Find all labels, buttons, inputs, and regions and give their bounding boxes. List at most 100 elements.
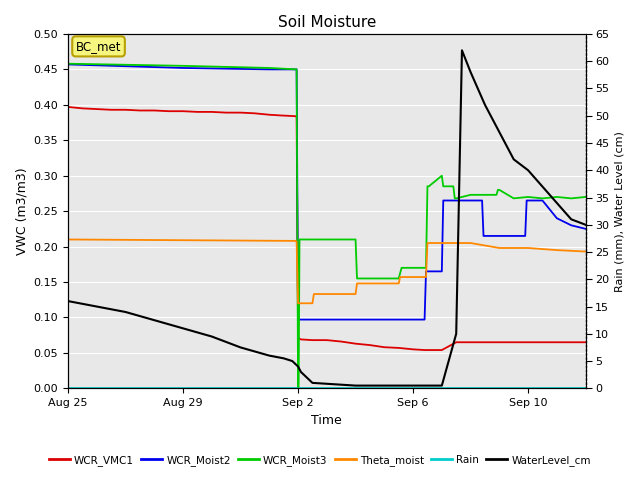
Text: BC_met: BC_met: [76, 40, 122, 53]
WaterLevel_cm: [179, 325, 187, 331]
WCR_VMC1: [409, 347, 417, 352]
WCR_VMC1: [179, 108, 187, 114]
WCR_VMC1: [136, 108, 144, 113]
WCR_Moist2: [467, 198, 474, 204]
WCR_Moist3: [568, 195, 575, 201]
WCR_Moist2: [478, 198, 486, 204]
WCR_Moist3: [295, 384, 303, 390]
WCR_Moist2: [64, 61, 72, 67]
WaterLevel_cm: [208, 334, 216, 339]
WCR_Moist3: [296, 237, 303, 242]
WCR_Moist2: [553, 216, 561, 221]
WCR_Moist3: [582, 194, 589, 200]
Y-axis label: VWC (m3/m3): VWC (m3/m3): [15, 168, 28, 255]
WaterLevel_cm: [539, 184, 547, 190]
Theta_moist: [524, 245, 532, 251]
WCR_VMC1: [420, 347, 428, 353]
WCR_Moist3: [392, 276, 399, 281]
WCR_Moist3: [553, 194, 561, 200]
Theta_moist: [553, 247, 561, 253]
WCR_VMC1: [366, 342, 374, 348]
WaterLevel_cm: [524, 168, 532, 173]
WCR_VMC1: [79, 106, 86, 111]
WCR_Moist3: [440, 183, 447, 189]
WCR_Moist3: [395, 276, 403, 281]
WaterLevel_cm: [237, 345, 244, 350]
WCR_VMC1: [582, 339, 589, 345]
Theta_moist: [395, 280, 403, 286]
WCR_Moist2: [422, 268, 430, 274]
WCR_Moist3: [179, 63, 187, 69]
WaterLevel_cm: [122, 309, 129, 315]
WCR_Moist3: [422, 265, 430, 271]
WCR_Moist3: [292, 67, 300, 72]
WaterLevel_cm: [352, 383, 360, 388]
Theta_moist: [308, 300, 316, 306]
WCR_Moist3: [510, 195, 518, 201]
WCR_Moist2: [568, 222, 575, 228]
WCR_VMC1: [323, 337, 331, 343]
Theta_moist: [495, 245, 503, 251]
WaterLevel_cm: [553, 200, 561, 206]
WCR_Moist2: [438, 268, 445, 274]
WCR_Moist3: [294, 384, 302, 390]
WCR_Moist2: [481, 233, 489, 239]
Theta_moist: [396, 274, 404, 280]
WCR_Moist3: [452, 195, 460, 201]
WCR_Moist3: [266, 65, 273, 71]
Theta_moist: [291, 238, 299, 244]
WCR_Moist3: [438, 173, 445, 179]
WCR_Moist2: [266, 67, 273, 72]
Theta_moist: [296, 300, 303, 306]
WCR_VMC1: [108, 107, 115, 113]
Line: WaterLevel_cm: WaterLevel_cm: [68, 50, 586, 385]
WaterLevel_cm: [481, 102, 489, 108]
WCR_Moist2: [522, 233, 529, 239]
WCR_Moist3: [495, 187, 503, 193]
WCR_Moist3: [425, 183, 433, 189]
WCR_VMC1: [64, 104, 72, 110]
Theta_moist: [294, 300, 302, 306]
WCR_Moist2: [420, 317, 428, 323]
WCR_VMC1: [337, 339, 345, 345]
WaterLevel_cm: [308, 380, 316, 386]
WCR_VMC1: [93, 106, 100, 112]
WaterLevel_cm: [64, 298, 72, 304]
WCR_Moist2: [539, 198, 547, 204]
WaterLevel_cm: [424, 383, 431, 388]
Y-axis label: Rain (mm), Water Level (cm): Rain (mm), Water Level (cm): [615, 131, 625, 291]
WCR_VMC1: [424, 347, 431, 353]
WCR_Moist2: [480, 233, 488, 239]
WaterLevel_cm: [280, 356, 287, 361]
WCR_Moist2: [582, 226, 589, 232]
Line: Theta_moist: Theta_moist: [68, 240, 586, 303]
WCR_VMC1: [291, 113, 299, 119]
WCR_VMC1: [237, 110, 244, 116]
WaterLevel_cm: [297, 369, 305, 375]
WCR_Moist3: [352, 237, 360, 242]
WCR_Moist2: [452, 198, 460, 204]
Theta_moist: [353, 280, 361, 286]
WCR_Moist3: [467, 192, 474, 198]
Theta_moist: [582, 249, 589, 254]
WCR_Moist3: [337, 237, 345, 242]
WCR_Moist2: [523, 198, 531, 204]
WCR_VMC1: [222, 110, 230, 116]
WCR_VMC1: [122, 107, 129, 113]
Theta_moist: [438, 240, 445, 246]
Theta_moist: [323, 291, 331, 297]
WaterLevel_cm: [289, 358, 296, 364]
WCR_Moist3: [524, 194, 532, 200]
Theta_moist: [310, 291, 317, 297]
WaterLevel_cm: [495, 129, 503, 135]
WCR_Moist3: [539, 195, 547, 201]
WCR_Moist2: [294, 317, 302, 323]
WCR_VMC1: [435, 347, 443, 353]
WaterLevel_cm: [510, 156, 518, 162]
WCR_Moist2: [510, 233, 518, 239]
WCR_VMC1: [251, 110, 259, 116]
Theta_moist: [422, 274, 430, 280]
WCR_Moist3: [449, 183, 457, 189]
WCR_VMC1: [208, 109, 216, 115]
WCR_Moist3: [493, 192, 500, 198]
